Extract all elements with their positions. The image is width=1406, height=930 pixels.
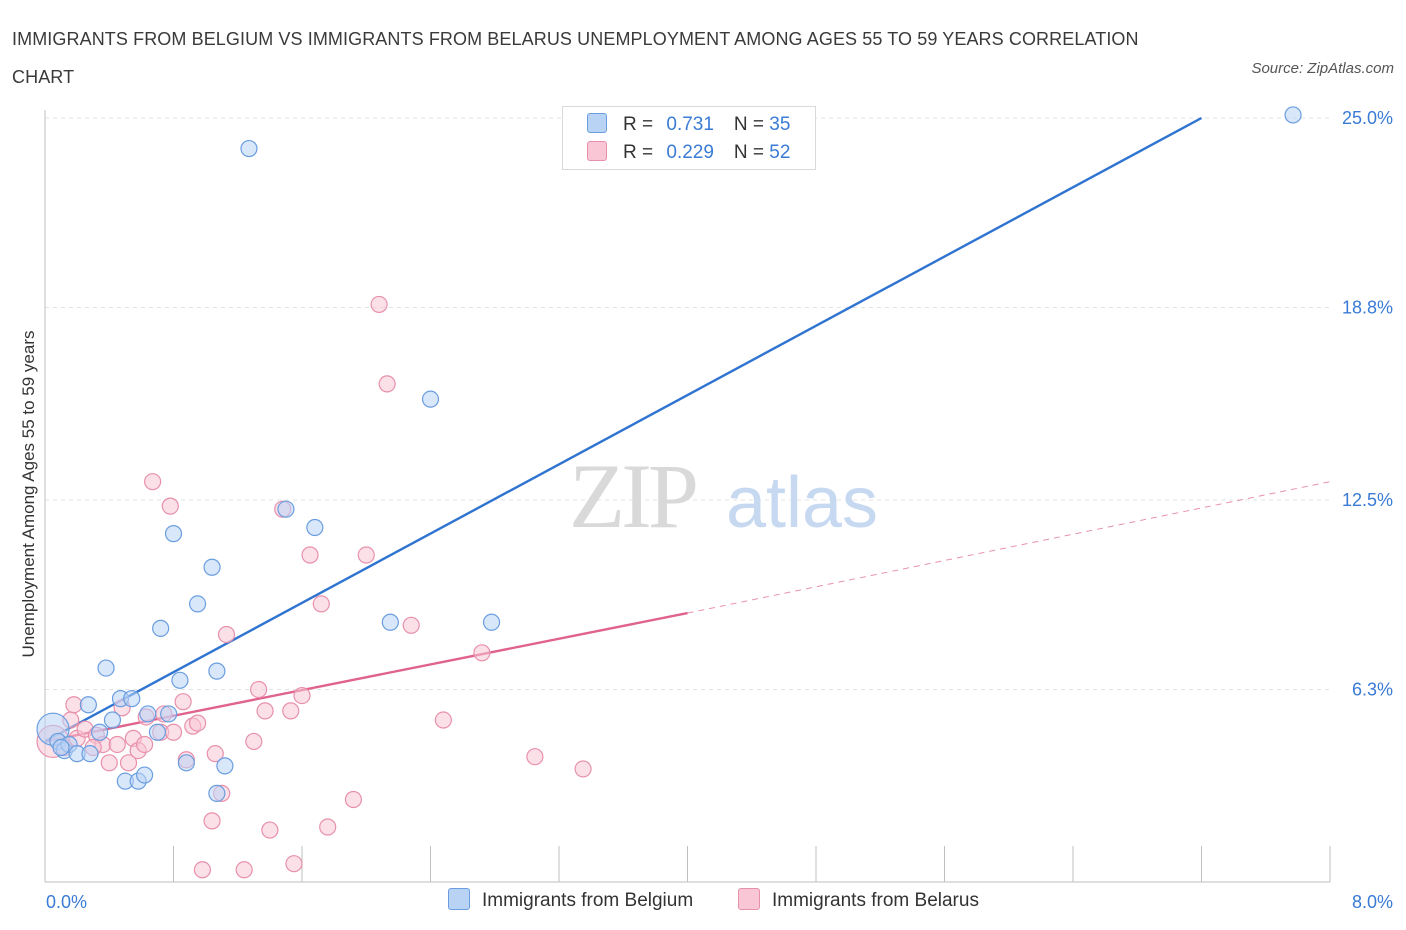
trend-lines xyxy=(44,116,1331,743)
bottom-legend-belgium: Immigrants from Belgium xyxy=(448,888,693,912)
y-axis-label: Unemployment Among Ages 55 to 59 years xyxy=(19,331,38,658)
belgium-point xyxy=(188,595,207,613)
belgium-point xyxy=(208,784,226,802)
belgium-point xyxy=(139,705,157,723)
belarus-point xyxy=(473,644,491,662)
belarus-point xyxy=(217,625,236,644)
belarus-point xyxy=(144,473,162,491)
correlation-legend: R = 0.731 N = 35 R = 0.229 N = 52 xyxy=(562,106,816,170)
belgium-swatch-icon xyxy=(587,113,607,133)
tick-labels: 6.3% 12.5% 18.8% 25.0% 0.0% 8.0% xyxy=(46,108,1393,912)
belgium-point xyxy=(277,500,295,518)
x-tick-label-min: 0.0% xyxy=(46,892,87,912)
source-label: Source: ZipAtlas.com xyxy=(1251,60,1394,77)
legend-row-belgium: R = 0.731 N = 35 xyxy=(587,111,790,139)
belarus-point xyxy=(203,812,221,830)
belarus-point xyxy=(161,497,179,515)
belgium-points xyxy=(36,106,1302,802)
belgium-point xyxy=(152,619,170,637)
belarus-point xyxy=(206,745,224,763)
bottom-legend-belarus-label: Immigrants from Belarus xyxy=(772,890,979,911)
belgium-point xyxy=(97,659,115,677)
belarus-point xyxy=(119,754,138,772)
belgium-point xyxy=(103,711,122,729)
legend-n-value: 35 xyxy=(769,114,791,135)
belgium-point xyxy=(135,766,154,784)
belgium-point xyxy=(208,662,226,680)
legend-n-value: 52 xyxy=(769,142,791,163)
y-tick-label: 6.3% xyxy=(1352,679,1393,699)
belarus-point xyxy=(357,546,375,564)
belgium-point xyxy=(177,754,195,772)
bottom-legend-belgium-label: Immigrants from Belgium xyxy=(482,890,694,911)
legend-row-belarus: R = 0.229 N = 52 xyxy=(587,139,790,167)
belarus-point xyxy=(370,295,388,314)
belgium-point xyxy=(421,390,440,408)
watermark: ZIP atlas xyxy=(569,445,878,547)
belarus-point xyxy=(235,861,253,879)
belarus-point xyxy=(100,754,118,772)
legend-r-label: R = xyxy=(623,142,659,163)
belarus-point xyxy=(135,735,154,754)
belarus-point xyxy=(378,375,396,393)
legend-r-value: 0.731 xyxy=(666,114,714,135)
belarus-point xyxy=(574,760,592,778)
y-tick-label: 18.8% xyxy=(1342,297,1393,317)
belgium-point xyxy=(1284,106,1302,124)
legend-r-label: R = xyxy=(623,114,659,135)
belgium-point xyxy=(148,723,167,741)
belgium-point xyxy=(381,613,399,631)
belgium-point xyxy=(164,525,183,543)
legend-n-label: N = xyxy=(733,114,770,135)
belgium-point xyxy=(123,690,141,708)
belarus-point xyxy=(65,696,83,714)
belarus-point xyxy=(526,748,544,766)
belarus-point xyxy=(256,702,274,720)
belarus-point xyxy=(293,686,311,705)
watermark-atlas: atlas xyxy=(726,463,878,543)
chart-title: IMMIGRANTS FROM BELGIUM VS IMMIGRANTS FR… xyxy=(12,29,1139,87)
belgium-trend-line xyxy=(44,116,1203,743)
legend-n-label: N = xyxy=(733,142,770,163)
belgium-point xyxy=(171,671,189,689)
belgium-point xyxy=(79,696,97,714)
belarus-point xyxy=(188,714,207,732)
belarus-point xyxy=(402,616,420,634)
belarus-point xyxy=(245,732,263,751)
belarus-point xyxy=(282,702,300,720)
bottom-legend-belarus: Immigrants from Belarus xyxy=(738,888,979,912)
belarus-point xyxy=(301,546,319,564)
belgium-point xyxy=(81,745,99,763)
belgium-point xyxy=(203,558,221,576)
grid-lines xyxy=(45,117,1330,690)
belarus-point xyxy=(193,861,212,879)
belarus-point xyxy=(164,723,183,741)
y-tick-label: 12.5% xyxy=(1342,490,1393,510)
belgium-point xyxy=(240,139,258,158)
belarus-points xyxy=(36,295,592,879)
watermark-zip: ZIP xyxy=(569,445,696,547)
belgium-point xyxy=(91,723,109,741)
belgium-point xyxy=(482,613,501,631)
belarus-point xyxy=(108,735,126,754)
belarus-legend-swatch-icon xyxy=(738,888,760,910)
belarus-swatch-icon xyxy=(587,141,607,161)
belarus-point xyxy=(250,680,268,699)
x-tick-label-max: 8.0% xyxy=(1352,892,1393,912)
y-tick-label: 25.0% xyxy=(1342,108,1393,128)
belgium-point xyxy=(160,705,178,723)
belarus-point xyxy=(312,595,330,613)
belarus-point xyxy=(285,855,303,873)
belgium-point xyxy=(52,738,70,757)
legend-r-value: 0.229 xyxy=(666,142,714,163)
belarus-point xyxy=(344,790,362,809)
belarus-point xyxy=(319,818,337,836)
belarus-point xyxy=(174,693,192,711)
belgium-point xyxy=(216,757,234,775)
belarus-point xyxy=(434,711,452,729)
belgium-point xyxy=(306,518,324,537)
belgium-legend-swatch-icon xyxy=(448,888,470,910)
belarus-point xyxy=(261,821,279,839)
